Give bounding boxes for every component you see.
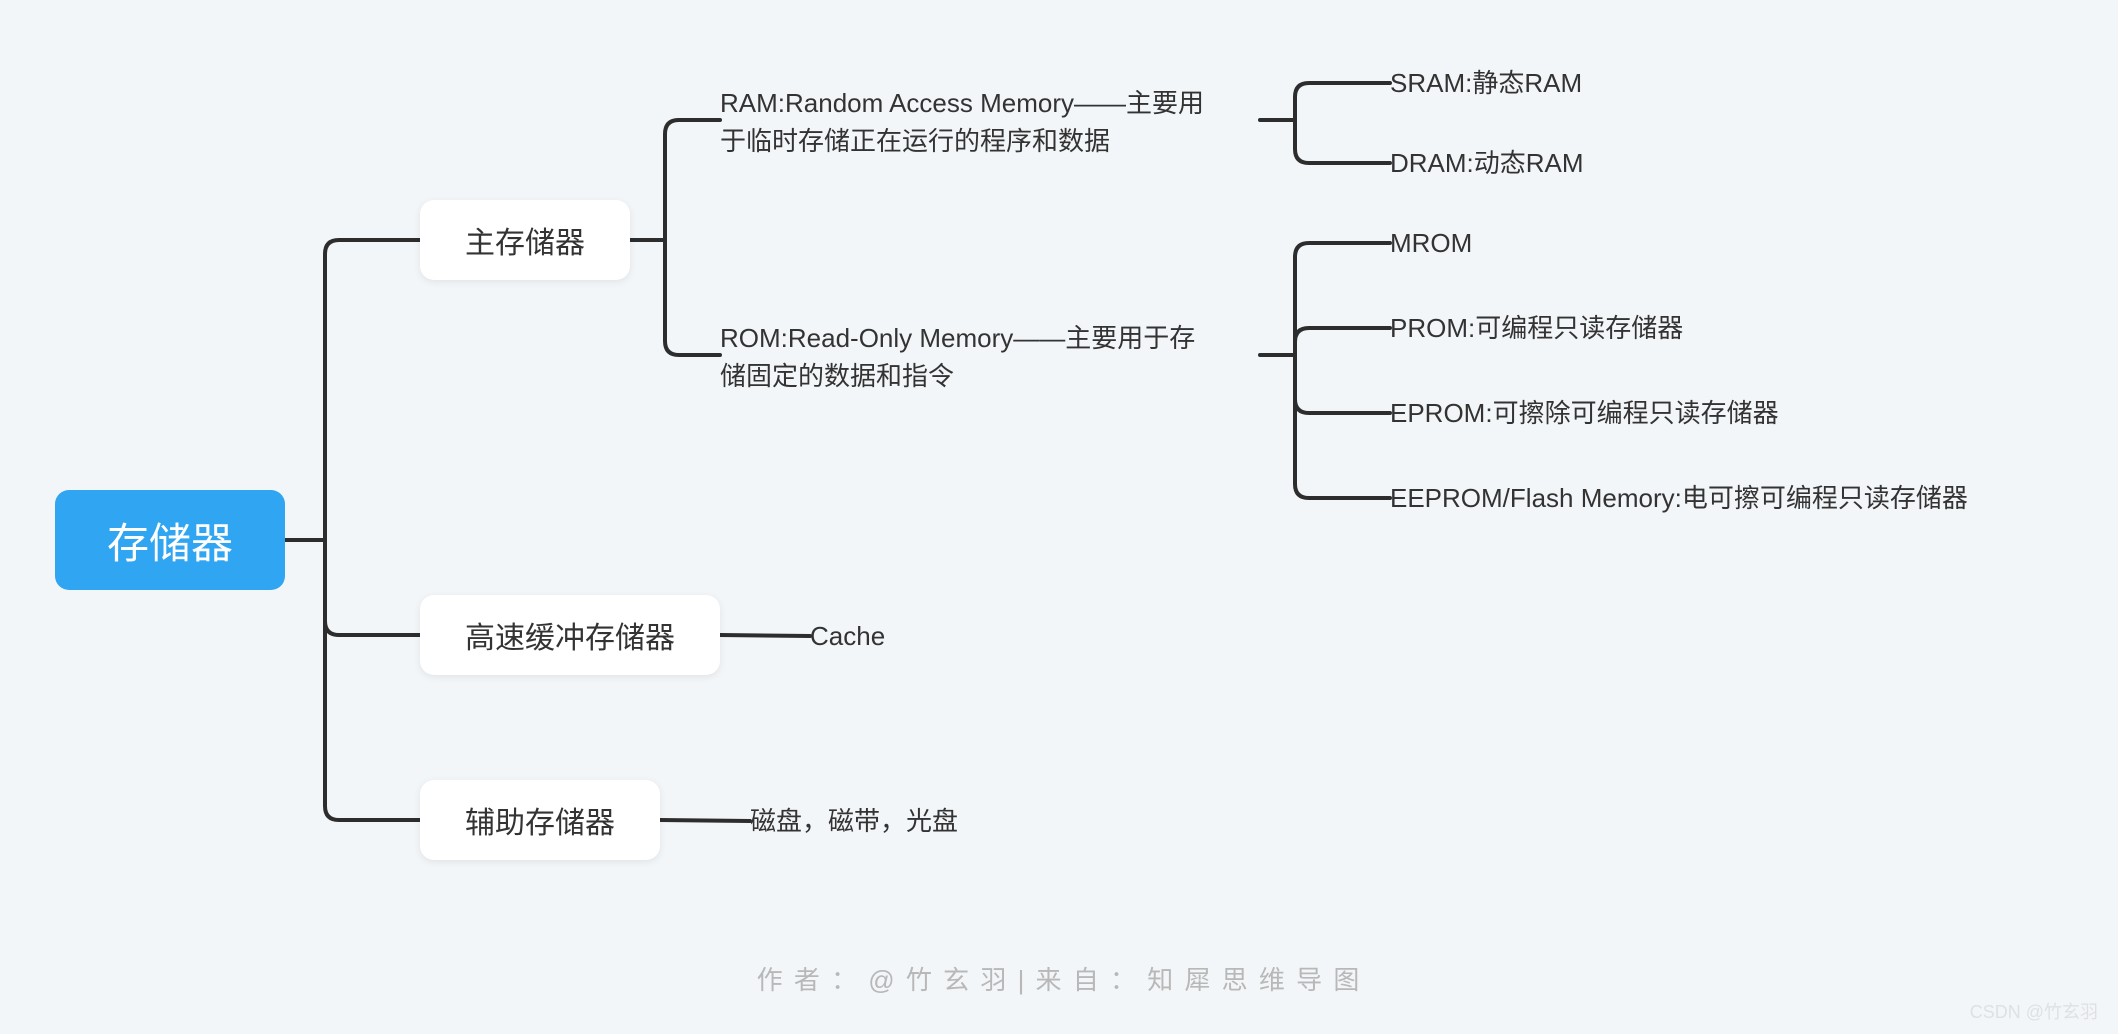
branch-node-aux-label: 辅助存储器 — [465, 798, 615, 842]
leaf-node-4[interactable]: EPROM:可擦除可编程只读存储器 — [1390, 395, 1890, 433]
sub-node-c1[interactable]: Cache — [810, 618, 1010, 656]
leaf-node-4-label: EPROM:可擦除可编程只读存储器 — [1390, 395, 1779, 433]
sub-node-a1-label: 磁盘，磁带，光盘 — [750, 803, 958, 841]
leaf-node-0[interactable]: SRAM:静态RAM — [1390, 65, 1790, 103]
sub-node-rom[interactable]: ROM:Read-Only Memory——主要用于存 储固定的数据和指令 — [720, 320, 1270, 395]
leaf-node-0-label: SRAM:静态RAM — [1390, 65, 1582, 103]
leaf-node-1[interactable]: DRAM:动态RAM — [1390, 145, 1790, 183]
sub-node-ram-label: RAM:Random Access Memory——主要用 于临时存储正在运行的… — [720, 85, 1204, 160]
root-label: 存储器 — [107, 510, 233, 571]
sub-node-a1[interactable]: 磁盘，磁带，光盘 — [750, 803, 1050, 841]
watermark-text: CSDN @竹玄羽 — [1970, 1002, 2098, 1022]
footer-attribution: 作 者 ： @ 竹 玄 羽 | 来 自 ： 知 犀 思 维 导 图 — [0, 960, 2118, 997]
branch-node-main[interactable]: 主存储器 — [420, 200, 630, 280]
branch-node-cache-label: 高速缓冲存储器 — [465, 613, 675, 657]
branch-node-main-label: 主存储器 — [465, 218, 585, 262]
watermark: CSDN @竹玄羽 — [1970, 998, 2098, 1024]
sub-node-rom-label: ROM:Read-Only Memory——主要用于存 储固定的数据和指令 — [720, 320, 1195, 395]
leaf-node-2[interactable]: MROM — [1390, 225, 1790, 263]
leaf-node-3-label: PROM:可编程只读存储器 — [1390, 310, 1683, 348]
branch-node-cache[interactable]: 高速缓冲存储器 — [420, 595, 720, 675]
leaf-node-5[interactable]: EEPROM/Flash Memory:电可擦可编程只读存储器 — [1390, 480, 2090, 518]
root-node[interactable]: 存储器 — [55, 490, 285, 590]
leaf-node-3[interactable]: PROM:可编程只读存储器 — [1390, 310, 1840, 348]
sub-node-c1-label: Cache — [810, 618, 885, 656]
leaf-node-5-label: EEPROM/Flash Memory:电可擦可编程只读存储器 — [1390, 480, 1968, 518]
mindmap-canvas: 存储器 主存储器高速缓冲存储器辅助存储器 RAM:Random Access Me… — [0, 0, 2118, 1034]
branch-node-aux[interactable]: 辅助存储器 — [420, 780, 660, 860]
leaf-node-1-label: DRAM:动态RAM — [1390, 145, 1584, 183]
leaf-node-2-label: MROM — [1390, 225, 1472, 263]
footer-text: 作 者 ： @ 竹 玄 羽 | 来 自 ： 知 犀 思 维 导 图 — [757, 965, 1362, 995]
sub-node-ram[interactable]: RAM:Random Access Memory——主要用 于临时存储正在运行的… — [720, 85, 1270, 160]
